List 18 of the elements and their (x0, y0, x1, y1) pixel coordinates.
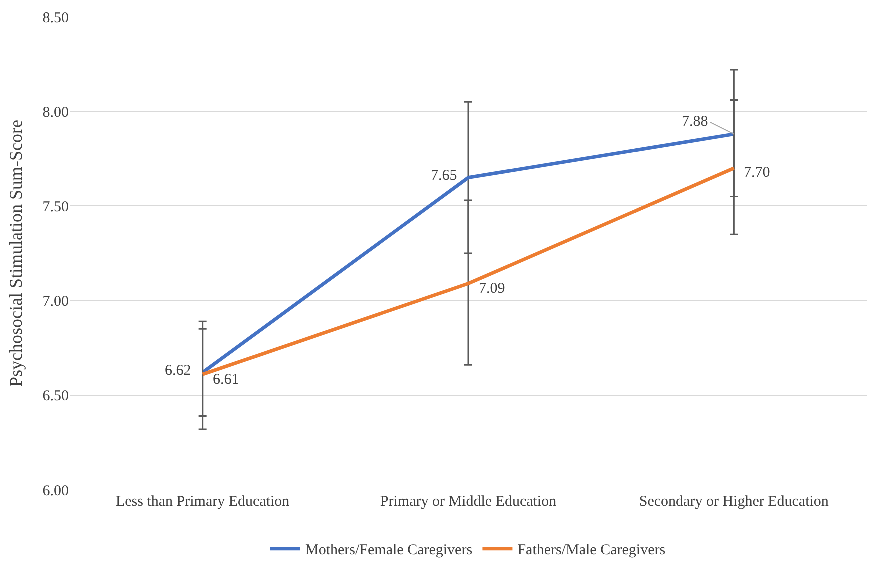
y-tick-label: 8.00 (42, 104, 69, 121)
x-tick-label: Secondary or Higher Education (639, 494, 830, 510)
data-label: 7.88 (682, 114, 708, 130)
y-axis-title: Psychosocial Stimulation Sum-Score (6, 120, 26, 387)
y-tick-label: 6.00 (42, 483, 69, 500)
data-label: 7.65 (431, 168, 458, 184)
data-label: 7.09 (479, 281, 506, 297)
legend-label: Mothers/Female Caregivers (306, 542, 473, 559)
x-tick-label: Less than Primary Education (116, 494, 290, 510)
data-label: 6.62 (165, 363, 192, 379)
data-label: 7.70 (744, 165, 770, 181)
x-tick-label: Primary or Middle Education (380, 494, 558, 510)
y-tick-label: 6.50 (42, 388, 69, 405)
y-tick-label: 7.50 (42, 199, 69, 216)
data-label: 6.61 (213, 372, 240, 388)
y-tick-label: 7.00 (42, 294, 69, 310)
legend-label: Fathers/Male Caregivers (518, 542, 666, 559)
y-tick-label: 8.50 (42, 10, 69, 26)
